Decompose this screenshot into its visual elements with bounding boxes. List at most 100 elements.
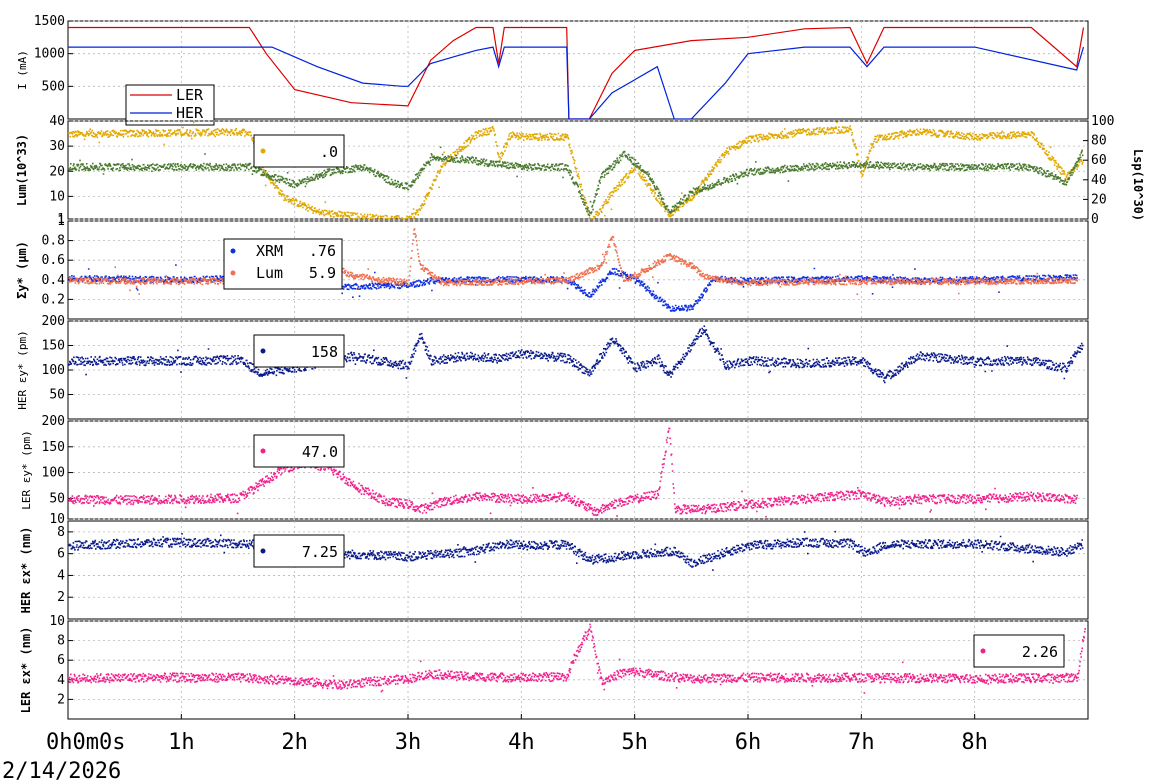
- y-tick-label: 1500: [34, 14, 65, 29]
- y-tick-label: 500: [42, 79, 65, 94]
- panel-frame: [67, 520, 1089, 620]
- legend: XRM .76 Lum 5.9: [223, 238, 343, 290]
- y-axis-label: Lum(10^33): [15, 134, 29, 206]
- y2-tick-label: 60: [1091, 153, 1107, 168]
- y-tick-label: 1: [57, 212, 65, 227]
- y-tick-label: 8: [57, 634, 65, 649]
- y-axis-label: HER εy* (pm): [16, 330, 29, 409]
- legend-box: [973, 634, 1065, 668]
- panel-frame: [67, 620, 1089, 720]
- y-tick-label: 4: [57, 673, 65, 688]
- y-axis-label: HER εx* (nm): [19, 527, 33, 614]
- y-tick-label: 1000: [34, 47, 65, 62]
- y-tick-label: 0.8: [42, 234, 65, 249]
- panel-her_emit_x: 2 4 6 8 HER εx* (nm) 7.25: [19, 520, 1089, 620]
- y2-tick-label: 20: [1091, 192, 1107, 207]
- y-axis-label: Σy* (µm): [15, 241, 29, 299]
- series-points-lum: [68, 228, 1078, 295]
- y-tick-label: 8: [57, 525, 65, 540]
- y2-tick-label: 0: [1091, 212, 1099, 227]
- legend-label: Lum: [256, 264, 283, 282]
- y-tick-label: 30: [49, 139, 65, 154]
- y-tick-label: 0.4: [42, 273, 66, 288]
- plot-area: [68, 623, 1086, 694]
- y-tick-label: 150: [42, 440, 65, 455]
- legend-value: .0: [320, 143, 338, 161]
- y-tick-label: 10: [49, 614, 65, 629]
- x-tick-label: 2h: [281, 730, 308, 755]
- legend-value: 7.25: [302, 543, 338, 561]
- legend: .0: [253, 134, 345, 168]
- y-tick-label: 100: [42, 363, 65, 378]
- y-tick-label: 6: [57, 653, 65, 668]
- x-axis: 0h0m0s 1h 2h 3h 4h 5h 6h 7h 8h: [46, 714, 988, 755]
- y-tick-label: 100: [42, 466, 65, 481]
- legend-value: 158: [311, 343, 338, 361]
- y2-tick-label: 100: [1091, 114, 1114, 129]
- y-tick-label: 1: [57, 214, 65, 229]
- series-points-series-0: [68, 121, 1084, 219]
- y-tick-label: 150: [42, 339, 65, 354]
- legend-marker: [260, 348, 266, 354]
- x-tick-label: 6h: [735, 730, 762, 755]
- y-tick-label: 50: [49, 491, 65, 506]
- legend-label: XRM: [256, 242, 283, 260]
- legend: 47.0: [253, 434, 345, 468]
- y-tick-label: 10: [49, 512, 65, 527]
- x-tick-label: 7h: [848, 730, 875, 755]
- legend: 158: [253, 334, 345, 368]
- panel-luminosity: 1 10 20 30 40 Lum(10^33) 0 20 40 60 80 100 Lsp(10^30…: [15, 114, 1145, 227]
- plot-area: [68, 530, 1084, 571]
- y-tick-label: 2: [57, 590, 65, 605]
- panel-sigma_y: 0.2 0.4 0.6 0.8 1 Σy* (µm) XRM .76 Lum 5.9: [15, 214, 1089, 320]
- legend: 7.25: [253, 534, 345, 568]
- series-points-series-0: [68, 325, 1084, 384]
- legend-box: [253, 334, 345, 368]
- series-points-xrm: [68, 264, 1078, 312]
- legend-value: .76: [309, 242, 336, 260]
- plot-area: [68, 228, 1078, 312]
- x-tick-label: 3h: [395, 730, 422, 755]
- legend-marker: [980, 648, 986, 654]
- y-tick-label: 2: [57, 692, 65, 707]
- legend-box: [253, 534, 345, 568]
- legend-box: [253, 134, 345, 168]
- y-tick-label: 0.6: [42, 253, 65, 268]
- legend-marker: [260, 148, 266, 154]
- y-tick-label: 50: [49, 388, 65, 403]
- plot-area: [68, 121, 1084, 219]
- y-tick-label: 10: [49, 189, 65, 204]
- y2-tick-label: 80: [1091, 134, 1107, 149]
- y-tick-label: 0.2: [42, 292, 65, 307]
- y2-tick-label: 40: [1091, 173, 1107, 188]
- x-tick-label: 5h: [621, 730, 648, 755]
- x-tick-label: 4h: [508, 730, 535, 755]
- panel-frame: [67, 20, 1089, 120]
- legend-marker: [230, 248, 236, 254]
- legend-box: [223, 238, 343, 290]
- legend-label: LER: [176, 86, 204, 104]
- legend-marker: [230, 270, 236, 276]
- y-tick-label: 200: [42, 314, 65, 329]
- x-tick-label: 0h0m0s: [46, 730, 125, 755]
- date-label: 2/14/2026: [2, 759, 121, 782]
- plot-area: [68, 325, 1084, 384]
- legend-marker: [260, 548, 266, 554]
- y-axis-label: I (mA): [16, 50, 29, 90]
- series-points-series-0: [68, 530, 1084, 571]
- legend-label: HER: [176, 104, 204, 122]
- legend-value: 5.9: [309, 264, 336, 282]
- panel-her_emit_y: 50 100 150 200 HER εy* (pm) 158: [16, 314, 1089, 420]
- panel-ler_emit_y: 10 50 100 150 200 LER εy* (pm) 47.0: [20, 414, 1089, 527]
- legend-value: 47.0: [302, 443, 338, 461]
- legend-box: [253, 434, 345, 468]
- series-points-series-0: [68, 623, 1086, 694]
- y-tick-label: 200: [42, 414, 65, 429]
- series-points-series-1: [68, 146, 1084, 217]
- legend-marker: [260, 448, 266, 454]
- legend-value: 2.26: [1022, 643, 1058, 661]
- plot-area: [68, 26, 1085, 119]
